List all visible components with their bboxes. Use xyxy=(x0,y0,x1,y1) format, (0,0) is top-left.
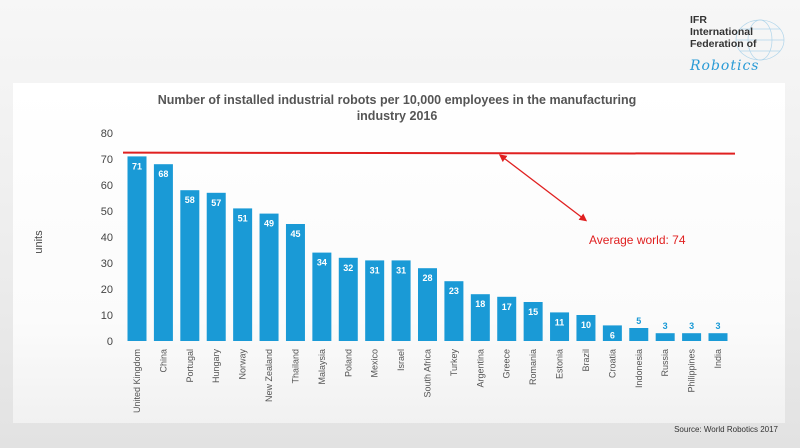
ifr-logo: IFR International Federation of Robotics xyxy=(690,14,790,74)
bar xyxy=(285,224,305,341)
y-tick-label: 20 xyxy=(101,284,113,296)
x-tick-label: Israel xyxy=(396,349,406,371)
chart-title-line-1: Number of installed industrial robots pe… xyxy=(158,93,637,107)
y-tick-label: 70 xyxy=(101,154,113,166)
bar xyxy=(365,260,385,341)
bar xyxy=(127,156,147,341)
x-tick-label: India xyxy=(713,349,723,369)
bar-value-label: 51 xyxy=(238,213,248,223)
x-tick-label: New Zealand xyxy=(264,349,274,402)
x-tick-label: Turkey xyxy=(449,349,459,377)
bar xyxy=(682,333,702,341)
y-tick-label: 50 xyxy=(101,206,113,218)
bar-value-label: 68 xyxy=(158,169,168,179)
bar-value-label: 32 xyxy=(343,263,353,273)
bar-value-label: 23 xyxy=(449,286,459,296)
x-tick-label: Russia xyxy=(660,349,670,377)
x-tick-label: United Kingdom xyxy=(132,349,142,413)
x-tick-label: Philippines xyxy=(687,349,697,393)
bar xyxy=(338,257,358,341)
x-tick-label: South Africa xyxy=(423,349,433,398)
bar xyxy=(497,296,517,341)
bar-value-label: 10 xyxy=(581,320,591,330)
x-tick-label: Greece xyxy=(502,349,512,379)
bar-value-label: 3 xyxy=(715,321,720,331)
logo-line-2: International xyxy=(690,26,754,38)
x-tick-label: Estonia xyxy=(555,349,565,379)
annotation-arrow xyxy=(498,154,588,222)
y-tick-label: 10 xyxy=(101,310,113,322)
y-tick-label: 0 xyxy=(107,336,113,348)
bar xyxy=(708,333,728,341)
bar xyxy=(418,268,437,341)
x-tick-label: Portugal xyxy=(185,349,195,383)
x-tick-label: Mexico xyxy=(370,349,380,378)
bar-value-label: 34 xyxy=(317,258,327,268)
x-tick-label: Norway xyxy=(238,349,248,380)
y-tick-label: 60 xyxy=(101,180,113,192)
globe-icon xyxy=(735,19,785,61)
x-tick-label: Indonesia xyxy=(634,349,644,388)
bar-value-label: 11 xyxy=(555,317,565,327)
bar xyxy=(153,164,173,341)
logo-line-4: Robotics xyxy=(690,58,760,74)
average-reference-line xyxy=(122,151,736,155)
bar-value-label: 5 xyxy=(636,316,641,326)
bar xyxy=(523,302,543,341)
x-tick-label: Thailand xyxy=(290,349,300,384)
average-label: Average world: 74 xyxy=(589,233,686,247)
bar xyxy=(206,192,226,341)
logo-line-1: IFR xyxy=(690,14,707,26)
x-tick-label: Brazil xyxy=(581,349,591,372)
bar xyxy=(550,312,570,341)
bar xyxy=(259,213,279,341)
bar-value-label: 28 xyxy=(422,273,432,283)
bar xyxy=(655,333,675,341)
x-tick-label: China xyxy=(158,349,168,373)
y-tick-label: 30 xyxy=(101,258,113,270)
bar-value-label: 17 xyxy=(502,302,512,312)
x-tick-label: Hungary xyxy=(211,349,221,384)
bar-value-label: 31 xyxy=(370,265,380,275)
y-axis-label: units xyxy=(33,230,45,254)
bar-value-label: 3 xyxy=(663,321,668,331)
bar xyxy=(602,325,622,341)
y-tick-label: 80 xyxy=(101,128,113,140)
source-note: Source: World Robotics 2017 xyxy=(674,425,778,434)
bar-value-label: 31 xyxy=(396,265,406,275)
bar-value-label: 3 xyxy=(689,321,694,331)
bar-value-label: 71 xyxy=(132,161,142,171)
bar xyxy=(180,190,200,341)
bar-value-label: 45 xyxy=(290,229,300,239)
bar xyxy=(470,294,490,341)
logo-line-3: Federation of xyxy=(690,38,757,50)
x-tick-label: Croatia xyxy=(607,349,617,378)
bar-value-label: 58 xyxy=(185,195,195,205)
bar xyxy=(444,281,464,341)
bar-value-label: 6 xyxy=(610,330,615,340)
x-tick-label: Argentina xyxy=(475,349,485,388)
bar-value-label: 18 xyxy=(475,299,485,309)
x-tick-label: Malaysia xyxy=(317,349,327,385)
bar xyxy=(312,252,332,341)
bar xyxy=(391,260,411,341)
bar xyxy=(233,208,253,341)
bar-value-label: 57 xyxy=(211,198,221,208)
chart-title-line-2: industry 2016 xyxy=(357,109,438,123)
bar xyxy=(629,328,649,341)
x-tick-label: Poland xyxy=(343,349,353,377)
bar-value-label: 49 xyxy=(264,219,274,229)
bar xyxy=(576,315,596,341)
y-tick-label: 40 xyxy=(101,232,113,244)
bar-value-label: 15 xyxy=(528,307,538,317)
x-tick-label: Romania xyxy=(528,349,538,385)
